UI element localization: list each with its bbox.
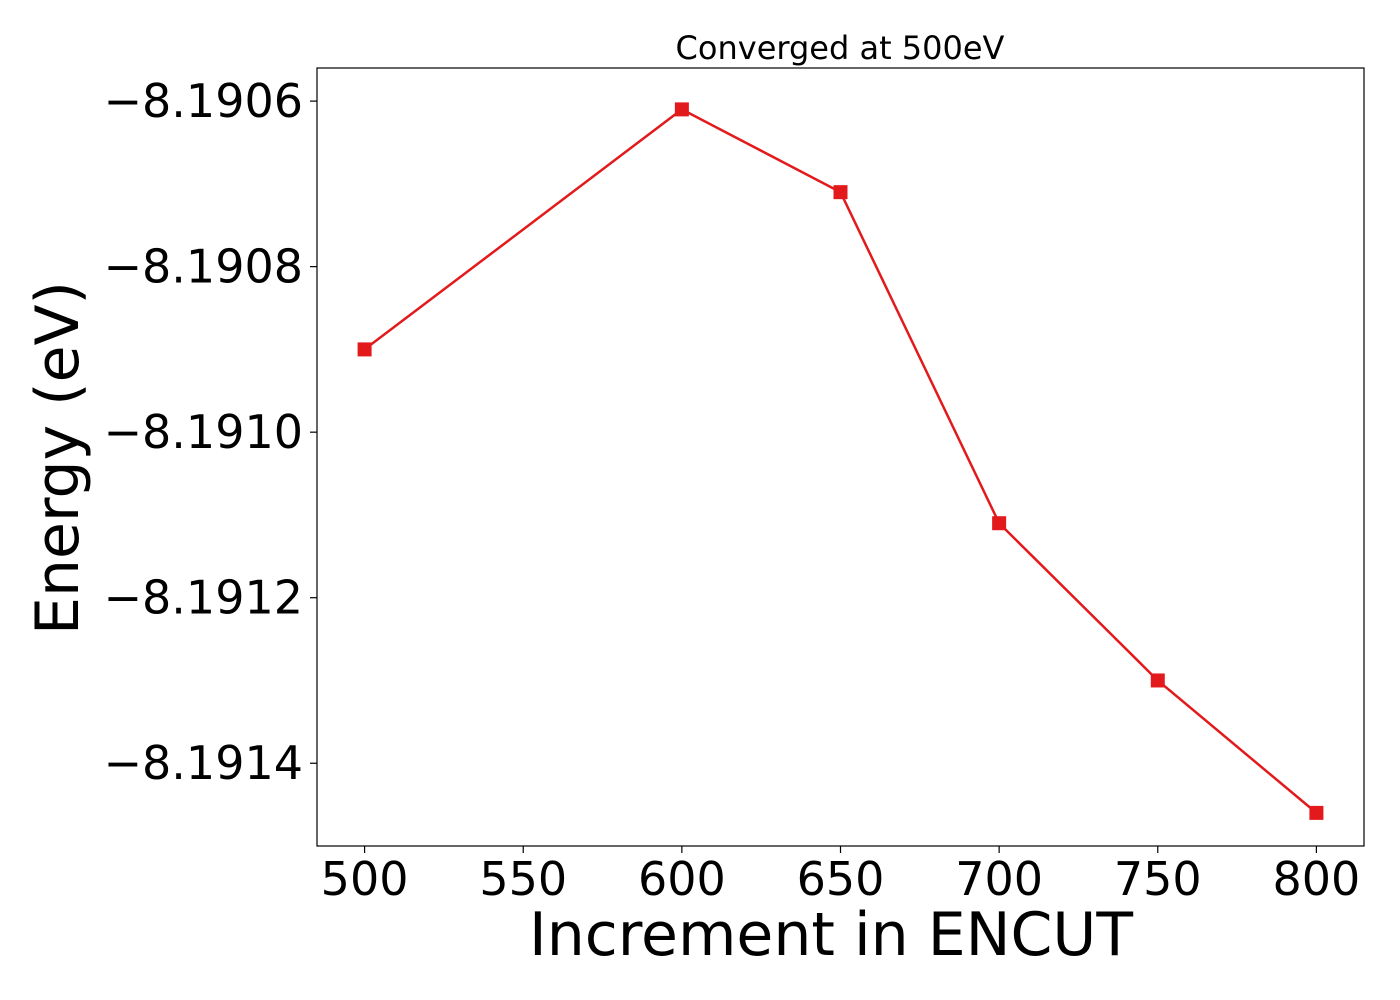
data-point-marker bbox=[357, 342, 372, 357]
y-tick-label: −8.1912 bbox=[104, 571, 304, 625]
chart-title: Converged at 500eV bbox=[676, 29, 1005, 67]
y-tick-label: −8.1906 bbox=[104, 74, 304, 128]
y-tick-label: −8.1914 bbox=[104, 736, 304, 790]
data-point-marker bbox=[1309, 805, 1324, 820]
x-tick-label: 750 bbox=[1114, 852, 1202, 906]
data-point-marker bbox=[1150, 673, 1165, 688]
x-tick-label: 650 bbox=[797, 852, 885, 906]
data-point-marker bbox=[674, 102, 689, 117]
x-tick-label: 700 bbox=[955, 852, 1043, 906]
x-tick-label: 800 bbox=[1273, 852, 1361, 906]
x-tick-label: 600 bbox=[638, 852, 726, 906]
y-axis-label: Energy (eV) bbox=[23, 281, 93, 635]
plot-area bbox=[316, 67, 1365, 847]
y-axis-ticks: −8.1906 −8.1908 −8.1910 −8.1912 −8.1914 bbox=[104, 74, 317, 790]
y-tick-label: −8.1910 bbox=[104, 405, 304, 459]
x-axis-label: Increment in ENCUT bbox=[529, 900, 1133, 970]
x-tick-label: 500 bbox=[321, 852, 409, 906]
x-axis-ticks: 500 550 600 650 700 750 800 bbox=[321, 846, 1361, 906]
axes-frame bbox=[316, 67, 1365, 847]
x-tick-label: 550 bbox=[479, 852, 567, 906]
data-point-marker bbox=[833, 185, 848, 200]
series-line bbox=[363, 107, 1318, 814]
y-tick-label: −8.1908 bbox=[104, 240, 304, 294]
data-point-marker bbox=[992, 516, 1007, 531]
